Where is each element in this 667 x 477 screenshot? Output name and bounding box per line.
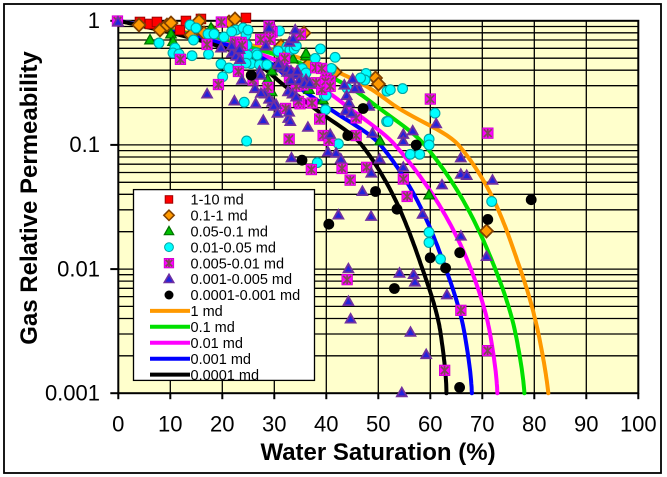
svg-text:0.0001 md: 0.0001 md: [191, 368, 260, 384]
svg-text:1 md: 1 md: [191, 304, 223, 320]
svg-text:0.001 md: 0.001 md: [191, 352, 251, 368]
svg-text:0.01 md: 0.01 md: [191, 336, 243, 352]
svg-text:0.05-0.1 md: 0.05-0.1 md: [191, 225, 268, 241]
svg-text:40: 40: [314, 411, 338, 436]
svg-text:Gas Relative Permeability: Gas Relative Permeability: [16, 51, 43, 345]
svg-text:10: 10: [158, 411, 182, 436]
svg-text:0.1-1 md: 0.1-1 md: [191, 209, 248, 225]
svg-text:100: 100: [620, 411, 657, 436]
svg-text:0.005-0.01 md: 0.005-0.01 md: [191, 256, 285, 272]
svg-text:70: 70: [470, 411, 494, 436]
svg-text:0.0001-0.001 md: 0.0001-0.001 md: [191, 288, 301, 304]
svg-text:0: 0: [112, 411, 124, 436]
svg-text:90: 90: [574, 411, 598, 436]
svg-text:0.1 md: 0.1 md: [191, 320, 235, 336]
svg-text:Water Saturation (%): Water Saturation (%): [260, 439, 495, 466]
svg-text:0.1: 0.1: [69, 132, 100, 157]
svg-text:0.01-0.05 md: 0.01-0.05 md: [191, 240, 276, 256]
svg-text:0.001-0.005 md: 0.001-0.005 md: [191, 272, 293, 288]
svg-text:80: 80: [522, 411, 546, 436]
svg-text:60: 60: [418, 411, 442, 436]
svg-text:30: 30: [262, 411, 286, 436]
svg-text:0.001: 0.001: [45, 381, 100, 406]
svg-text:1: 1: [88, 8, 100, 33]
svg-text:0.01: 0.01: [57, 256, 100, 281]
svg-text:1-10 md: 1-10 md: [191, 193, 244, 209]
svg-text:50: 50: [366, 411, 390, 436]
svg-text:20: 20: [210, 411, 234, 436]
